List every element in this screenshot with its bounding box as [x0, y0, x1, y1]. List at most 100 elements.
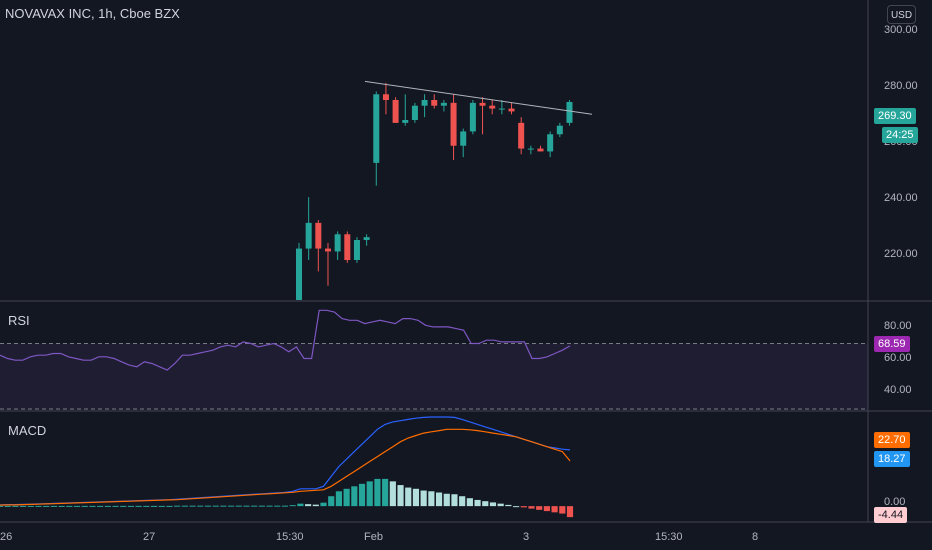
macd-histogram-bar [351, 486, 358, 507]
macd-title[interactable]: MACD [8, 423, 47, 438]
candle-body [382, 94, 389, 100]
macd-histogram-bar [466, 498, 473, 507]
rsi-title[interactable]: RSI [8, 313, 30, 328]
macd-signal-value-tag: 22.70 [874, 432, 910, 448]
candle-body [334, 234, 341, 252]
candle-body [373, 94, 380, 163]
macd-histogram-bar [559, 506, 566, 514]
macd-histogram-bar [335, 491, 342, 507]
macd-histogram-bar [4, 505, 11, 507]
macd-histogram-bar [220, 505, 227, 507]
symbol-title[interactable]: NOVAVAX INC, 1h, Cboe BZX [5, 6, 180, 21]
rsi-axis-label-80: 80.00 [884, 320, 912, 332]
macd-histogram-bar [405, 487, 412, 507]
price-axis-label-220: 220.00 [884, 248, 918, 260]
macd-histogram-bar [505, 504, 512, 507]
macd-histogram-bar [235, 505, 242, 507]
rsi-axis-label-40: 40.00 [884, 384, 912, 396]
macd-histogram-bar [120, 505, 127, 507]
candle-body [527, 148, 534, 150]
macd-histogram-bar [328, 496, 335, 507]
macd-histogram-bar [520, 506, 527, 508]
macd-histogram-bar [536, 506, 543, 510]
candle-body [305, 222, 312, 249]
candle-body [547, 134, 554, 152]
time-axis-label-8: 8 [752, 531, 759, 543]
price-axis-label-280: 280.00 [884, 80, 918, 92]
macd-histogram-bar [189, 505, 196, 507]
macd-histogram-bar [104, 505, 111, 507]
macd-histogram-bar [305, 504, 312, 507]
macd-histogram-bar [497, 503, 504, 507]
candle-body [556, 125, 563, 135]
macd-histogram-bar [543, 506, 550, 512]
price-axis-label-240: 240.00 [884, 192, 918, 204]
candle-body [344, 234, 351, 260]
time-axis-label-26: 26 [0, 531, 13, 543]
macd-histogram-bar [451, 494, 458, 507]
candle-body [402, 120, 409, 123]
candle-body [421, 100, 428, 106]
macd-histogram-bar [435, 492, 443, 507]
macd-histogram-bar [366, 481, 373, 507]
time-axis-label-feb: Feb [364, 531, 383, 543]
candle-body [508, 108, 515, 112]
macd-axis-label-zero: 0.00 [884, 496, 906, 508]
candle-body [479, 102, 486, 106]
candle-body [537, 148, 544, 152]
macd-histogram-bar [297, 503, 304, 507]
macd-histogram-bar [27, 505, 34, 507]
candle-body [450, 102, 457, 146]
macd-histogram-bar [389, 481, 396, 507]
macd-histogram-bar [158, 505, 165, 507]
macd-histogram-bar [181, 505, 188, 507]
macd-histogram-bar [551, 506, 558, 513]
candle-body [363, 237, 370, 240]
macd-histogram-bar [459, 496, 466, 507]
candle-body [431, 100, 438, 106]
macd-histogram-bar [204, 505, 212, 507]
macd-histogram-bar [374, 478, 381, 507]
macd-histogram-bar [397, 485, 404, 507]
candle-body [324, 248, 331, 252]
macd-histogram-bar [12, 505, 19, 507]
bar-countdown-tag: 24:25 [882, 127, 918, 143]
macd-histogram-bar [89, 505, 96, 507]
rsi-line [0, 309, 571, 371]
candle-body [518, 122, 525, 149]
candle-body [315, 222, 322, 249]
macd-histogram-bar [20, 505, 27, 507]
macd-histogram-bar [489, 502, 497, 507]
macd-histogram-bar [258, 505, 265, 507]
candle-body [296, 248, 302, 300]
candle-body [411, 105, 418, 120]
currency-button[interactable]: USD [887, 5, 916, 24]
macd-histogram-bar [81, 505, 88, 507]
candle-body [469, 102, 476, 132]
macd-histogram-bar [35, 505, 42, 507]
macd-histogram-bar [412, 488, 420, 507]
time-axis-label-1530-a: 15:30 [276, 531, 304, 543]
macd-histogram-bar [566, 506, 574, 518]
macd-histogram-bar [112, 505, 119, 507]
macd-histogram-bar [513, 506, 520, 508]
macd-histogram-bar [281, 505, 289, 507]
macd-histogram-bar [358, 483, 366, 507]
macd-histogram-bar [428, 491, 435, 507]
candle-body [489, 105, 496, 109]
candle-body [460, 131, 467, 146]
time-axis-label-3: 3 [523, 531, 530, 543]
rsi-value-tag: 68.59 [874, 336, 910, 352]
macd-histogram-bar [127, 505, 135, 507]
macd-histogram-bar [66, 505, 73, 507]
macd-histogram-bar [97, 505, 104, 507]
macd-histogram-bar [420, 490, 427, 507]
macd-histogram-bar [0, 505, 4, 507]
macd-histogram-bar [228, 505, 235, 507]
last-price-tag: 269.30 [874, 108, 916, 124]
time-axis-label-1530-b: 15:30 [655, 531, 683, 543]
rsi-band [0, 343, 868, 410]
macd-signal-line [0, 428, 571, 506]
